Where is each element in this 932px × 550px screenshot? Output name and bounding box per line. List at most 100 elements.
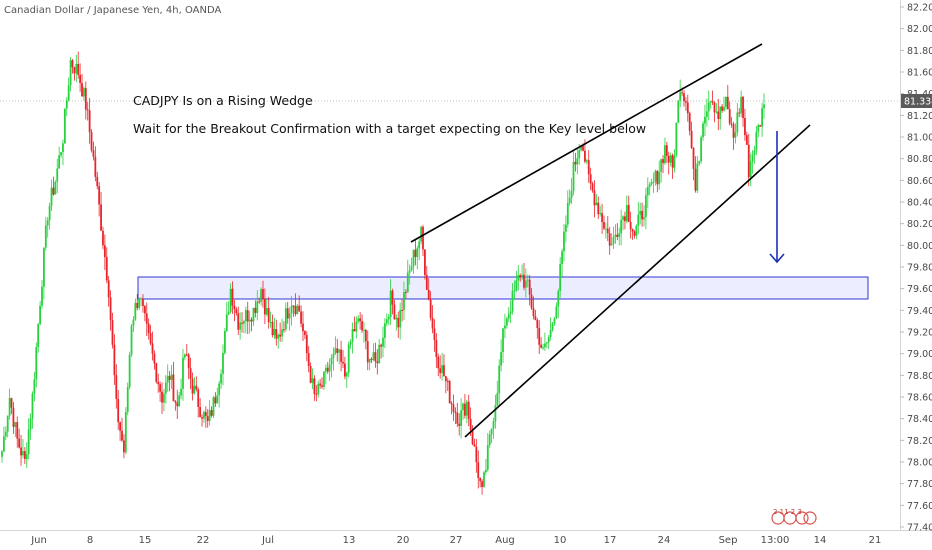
candle-body [555, 306, 558, 319]
candle-body [351, 329, 354, 342]
candle-body [686, 102, 689, 114]
candle-body [486, 445, 489, 470]
candle-body [509, 311, 512, 314]
candle-body [243, 321, 245, 324]
candle-body [452, 404, 455, 412]
candle-body [12, 407, 15, 427]
x-tick-label: 13:00 [761, 535, 790, 546]
candle-body [387, 316, 390, 320]
candle-body [662, 159, 664, 164]
candle-body [183, 354, 186, 358]
wedge-upper-line[interactable] [410, 43, 763, 243]
y-tick-label: 80.400 [907, 198, 932, 209]
candle-body [563, 231, 565, 252]
x-tick-label: 17 [604, 535, 617, 546]
candle-body [496, 393, 499, 406]
candle-body [416, 248, 419, 258]
candle-body [441, 365, 443, 374]
candle-body [128, 354, 131, 388]
events-marker[interactable]: 2 11 2 3 [771, 508, 817, 525]
candle-body [206, 416, 209, 421]
annotation-line-2[interactable]: Wait for the Breakout Confirmation with … [133, 121, 646, 136]
candle-body [290, 305, 293, 314]
candle-body [559, 264, 562, 292]
candle-body [624, 216, 626, 222]
candle-body [587, 160, 590, 175]
candle-body [578, 150, 581, 159]
candle-body [547, 336, 550, 343]
x-tick-label: 24 [658, 535, 671, 546]
candle-body [391, 290, 394, 305]
key-level-zone[interactable] [137, 276, 869, 300]
candle-body [294, 306, 297, 315]
candle-body [412, 249, 415, 267]
candle-body [454, 411, 457, 413]
candle-body [500, 351, 503, 366]
x-axis[interactable]: Jun 8 15 22 Jul 13 20 27 Aug 10 17 24 Sep 13:00 14 21 [30, 535, 881, 546]
wedge-lower-line[interactable] [464, 124, 811, 438]
candle-body [60, 152, 62, 156]
candle-body [627, 205, 630, 222]
candle-body [345, 372, 348, 377]
candle-body [326, 367, 329, 372]
annotation-line-1[interactable]: CADJPY Is on a Rising Wedge [133, 93, 313, 108]
candle-body [549, 329, 552, 337]
y-tick-label: 81.200 [907, 111, 932, 122]
candle-body [142, 298, 144, 307]
target-arrow[interactable] [769, 131, 785, 264]
candle-body [368, 358, 371, 363]
candle-body [256, 301, 259, 313]
candle-body [67, 85, 70, 101]
candle-body [342, 361, 344, 364]
candle-body [195, 385, 198, 390]
candle-body [140, 298, 142, 300]
candle-body [324, 367, 327, 372]
candle-body [616, 234, 619, 238]
candle-body [664, 145, 666, 164]
candle-body [551, 323, 554, 330]
y-tick-label: 80.000 [907, 241, 932, 252]
candle-body [467, 401, 470, 419]
candle-body [3, 436, 5, 452]
candle-body [136, 302, 139, 309]
candle-body [332, 353, 335, 358]
candle-body [564, 224, 567, 232]
candle-body [37, 324, 40, 348]
candle-body [222, 352, 224, 374]
candle-body [344, 363, 346, 377]
plot-area[interactable] [0, 0, 900, 550]
candle-body [231, 288, 234, 306]
candle-body [589, 174, 592, 184]
candle-body [46, 220, 49, 226]
candle-body [704, 116, 706, 124]
candle-body [763, 104, 765, 109]
candle-body [604, 228, 607, 230]
candle-body [595, 202, 598, 206]
candle-body [63, 108, 66, 144]
candle-body [246, 310, 249, 322]
y-tick-label: 78.400 [907, 414, 932, 425]
candle-body [673, 154, 676, 168]
candle-body [223, 330, 226, 353]
candle-body [481, 481, 483, 487]
candle-body [705, 111, 708, 117]
candle-body [747, 144, 750, 178]
candle-body [572, 161, 575, 192]
candle-body [208, 410, 211, 421]
candle-body [155, 363, 158, 382]
candle-body [574, 161, 577, 165]
candle-body [538, 327, 541, 345]
y-axis[interactable]: 82.20082.00081.80081.60081.40081.20081.0… [900, 3, 932, 534]
candle-body [166, 376, 169, 383]
candle-body [100, 204, 102, 231]
candle-body [319, 383, 322, 386]
candle-body [502, 328, 504, 352]
candle-body [385, 319, 388, 324]
candle-body [524, 280, 527, 288]
candle-body [711, 101, 714, 103]
candle-body [749, 161, 752, 178]
candle-body [317, 383, 320, 395]
candle-body [622, 216, 624, 220]
candle-body [542, 347, 544, 349]
